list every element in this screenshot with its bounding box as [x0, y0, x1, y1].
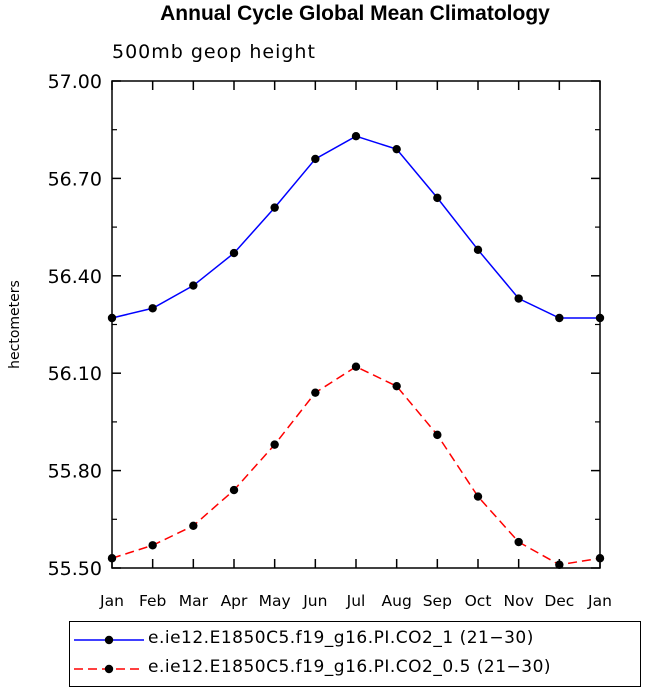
y-tick-label: 57.00 — [48, 71, 102, 93]
y-tick-label: 56.10 — [48, 363, 102, 385]
x-tick-label: Mar — [179, 592, 209, 610]
legend-label-co2-1: e.ie12.E1850C5.f19_g16.PI.CO2_1 (21−30) — [148, 628, 534, 648]
data-point — [351, 131, 361, 141]
chart-title: Annual Cycle Global Mean Climatology — [160, 2, 550, 25]
data-point — [473, 492, 483, 501]
y-tick-label: 56.40 — [48, 266, 102, 288]
x-tick-label: Oct — [465, 592, 492, 610]
data-point — [229, 485, 239, 495]
data-point — [189, 281, 198, 290]
x-tick-label: May — [259, 592, 291, 610]
data-point — [189, 521, 198, 530]
data-point — [311, 154, 320, 164]
plot-frame — [111, 80, 601, 569]
x-tick-label: Jun — [302, 592, 327, 610]
x-tick-label: Jan — [99, 592, 124, 610]
x-tick-label: Dec — [544, 592, 574, 610]
x-tick-label: Feb — [139, 592, 166, 610]
data-point — [514, 537, 523, 547]
x-tick-label: Nov — [504, 592, 534, 610]
chart-legend: e.ie12.E1850C5.f19_g16.PI.CO2_1 (21−30) … — [69, 621, 641, 687]
data-point — [311, 388, 320, 397]
data-point — [270, 440, 279, 449]
y-tick-label: 55.80 — [48, 461, 102, 483]
chart-subtitle: 500mb geop height — [112, 41, 316, 63]
data-point — [229, 248, 239, 258]
legend-entry-co2-1: e.ie12.E1850C5.f19_g16.PI.CO2_1 (21−30) — [70, 626, 640, 654]
y-tick-label: 56.70 — [48, 168, 102, 190]
data-point — [270, 203, 279, 212]
data-point — [433, 430, 442, 440]
line-chart: 55.50 55.80 56.10 56.40 56.70 57.00 Jan Feb Mar A… — [7, 71, 612, 610]
data-point — [555, 313, 564, 323]
data-point — [514, 294, 523, 303]
legend-entry-co2-0-5: e.ie12.E1850C5.f19_g16.PI.CO2_0.5 (21−30… — [70, 655, 640, 683]
y-axis-label: hectometers — [7, 280, 23, 369]
data-point — [392, 144, 401, 154]
series-line-0 — [111, 135, 600, 319]
series-line-1 — [111, 365, 601, 566]
legend-label-co2-0-5: e.ie12.E1850C5.f19_g16.PI.CO2_0.5 (21−30… — [148, 657, 552, 677]
x-tick-label: Jul — [346, 592, 366, 610]
x-tick-label: Apr — [221, 592, 248, 610]
x-tick-label: Aug — [382, 592, 412, 610]
data-point — [555, 560, 564, 569]
data-point — [351, 362, 361, 371]
data-point — [473, 245, 483, 255]
x-tick-label: Jan — [587, 592, 612, 610]
x-tick-label: Sep — [423, 592, 452, 610]
data-point — [148, 541, 157, 550]
y-tick-label: 55.50 — [48, 558, 102, 580]
data-point — [433, 193, 442, 203]
data-point — [392, 381, 401, 391]
data-point — [148, 304, 157, 313]
